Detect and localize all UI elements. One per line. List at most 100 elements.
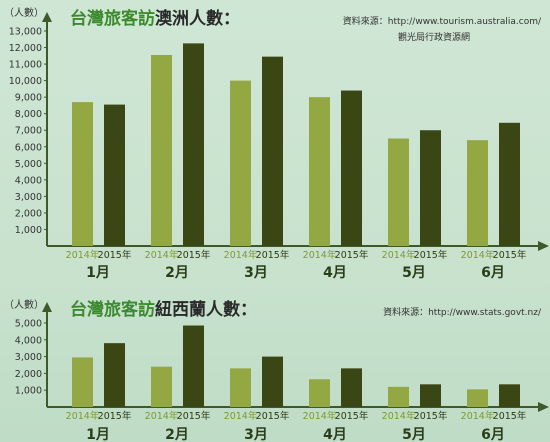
bar [183, 325, 204, 407]
y-tick-label: 2,000 [15, 208, 42, 219]
y-tick-label: 11,000 [9, 60, 42, 71]
source-line-1: 資料來源：http://www.stats.govt.nz/ [383, 306, 542, 318]
month-label: 3月 [244, 265, 268, 281]
month-label: 6月 [481, 427, 505, 442]
y-axis-arrow-icon [42, 302, 52, 312]
chart-title: 台灣旅客訪澳洲人數： [70, 8, 240, 29]
y-tick-label: 12,000 [9, 43, 42, 54]
y-tick-labels: 1,000 2,000 3,000 4,000 5,000 [15, 319, 47, 397]
y-tick-label: 5,000 [15, 319, 42, 330]
bars [72, 43, 520, 247]
bar [467, 389, 488, 407]
year-label: 2015年 [335, 249, 369, 261]
y-tick-label: 1,000 [15, 225, 42, 236]
year-label: 2014年 [66, 249, 100, 261]
year-label: 2015年 [256, 410, 290, 422]
y-tick-label: 9,000 [15, 93, 42, 104]
title-prefix: 台灣旅客訪 [70, 8, 155, 29]
year-label: 2015年 [177, 249, 211, 261]
unit-label: （人數） [4, 298, 44, 311]
source-line-1: 資料來源：http://www.tourism.australia.com/ [343, 15, 542, 27]
bar [262, 356, 283, 407]
year-label: 2014年 [461, 410, 495, 422]
year-label: 2014年 [303, 249, 337, 261]
x-axis-arrow-icon [538, 402, 549, 412]
y-tick-label: 3,000 [15, 192, 42, 203]
bar [309, 97, 330, 247]
y-tick-label: 5,000 [15, 159, 42, 170]
bar [341, 90, 362, 247]
year-label: 2015年 [414, 410, 448, 422]
month-label: 3月 [244, 427, 268, 442]
y-tick-label: 8,000 [15, 109, 42, 120]
y-tick-label: 6,000 [15, 142, 42, 153]
month-label: 1月 [86, 265, 110, 281]
year-label: 2015年 [98, 249, 132, 261]
bar [104, 343, 125, 407]
year-label: 2015年 [256, 249, 290, 261]
year-label: 2014年 [145, 410, 179, 422]
y-tick-label: 10,000 [9, 76, 42, 87]
title-suffix: 澳洲人數： [155, 8, 240, 29]
month-label: 5月 [402, 265, 426, 281]
bar [72, 357, 93, 407]
month-labels: 1月 2月 3月 4月 5月 6月 [86, 427, 505, 442]
year-label: 2015年 [493, 249, 527, 261]
year-label: 2014年 [224, 249, 258, 261]
bar [499, 384, 520, 407]
bars [72, 325, 520, 407]
y-tick-label: 2,000 [15, 369, 42, 380]
year-label: 2015年 [414, 249, 448, 261]
year-label: 2014年 [303, 410, 337, 422]
y-tick-label: 3,000 [15, 352, 42, 363]
bar [262, 56, 283, 247]
bar [388, 386, 409, 407]
unit-label: （人數） [4, 6, 44, 19]
bar [499, 122, 520, 246]
y-tick-label: 4,000 [15, 175, 42, 186]
bar [151, 366, 172, 407]
month-label: 2月 [165, 427, 189, 442]
y-tick-label: 13,000 [9, 27, 42, 38]
y-tick-label: 1,000 [15, 386, 42, 397]
chart-new-zealand: （人數） 台灣旅客訪紐西蘭人數： 資料來源：http://www.stats.g… [4, 298, 549, 442]
bar [341, 368, 362, 407]
year-label: 2014年 [224, 410, 258, 422]
source-line-2: 觀光局行政資源網 [398, 31, 470, 43]
year-label: 2014年 [382, 410, 416, 422]
month-label: 4月 [323, 265, 347, 281]
bar [104, 104, 125, 246]
year-label: 2014年 [145, 249, 179, 261]
title-prefix: 台灣旅客訪 [70, 299, 155, 320]
month-label: 4月 [323, 427, 347, 442]
bar [309, 379, 330, 407]
bar [467, 140, 488, 246]
y-tick-labels: 1,000 2,000 3,000 4,000 5,000 6,000 7,000 8,000… [9, 27, 47, 236]
month-labels: 1月 2月 3月 4月 5月 6月 [86, 265, 505, 281]
year-label: 2015年 [335, 410, 369, 422]
year-label: 2015年 [493, 410, 527, 422]
y-axis-arrow-icon [42, 12, 52, 22]
year-label: 2015年 [177, 410, 211, 422]
bar [420, 130, 441, 246]
year-label: 2014年 [382, 249, 416, 261]
bar [183, 43, 204, 247]
x-axis-arrow-icon [538, 241, 549, 251]
month-label: 6月 [481, 265, 505, 281]
year-label: 2015年 [98, 410, 132, 422]
month-label: 2月 [165, 265, 189, 281]
bar [230, 80, 251, 246]
title-suffix: 紐西蘭人數： [155, 299, 257, 320]
bar [230, 368, 251, 407]
month-label: 1月 [86, 427, 110, 442]
bar [388, 138, 409, 246]
bar [420, 384, 441, 407]
month-label: 5月 [402, 427, 426, 442]
y-tick-label: 7,000 [15, 126, 42, 137]
year-label: 2014年 [66, 410, 100, 422]
chart-title: 台灣旅客訪紐西蘭人數： [70, 299, 257, 320]
y-tick-label: 4,000 [15, 335, 42, 346]
